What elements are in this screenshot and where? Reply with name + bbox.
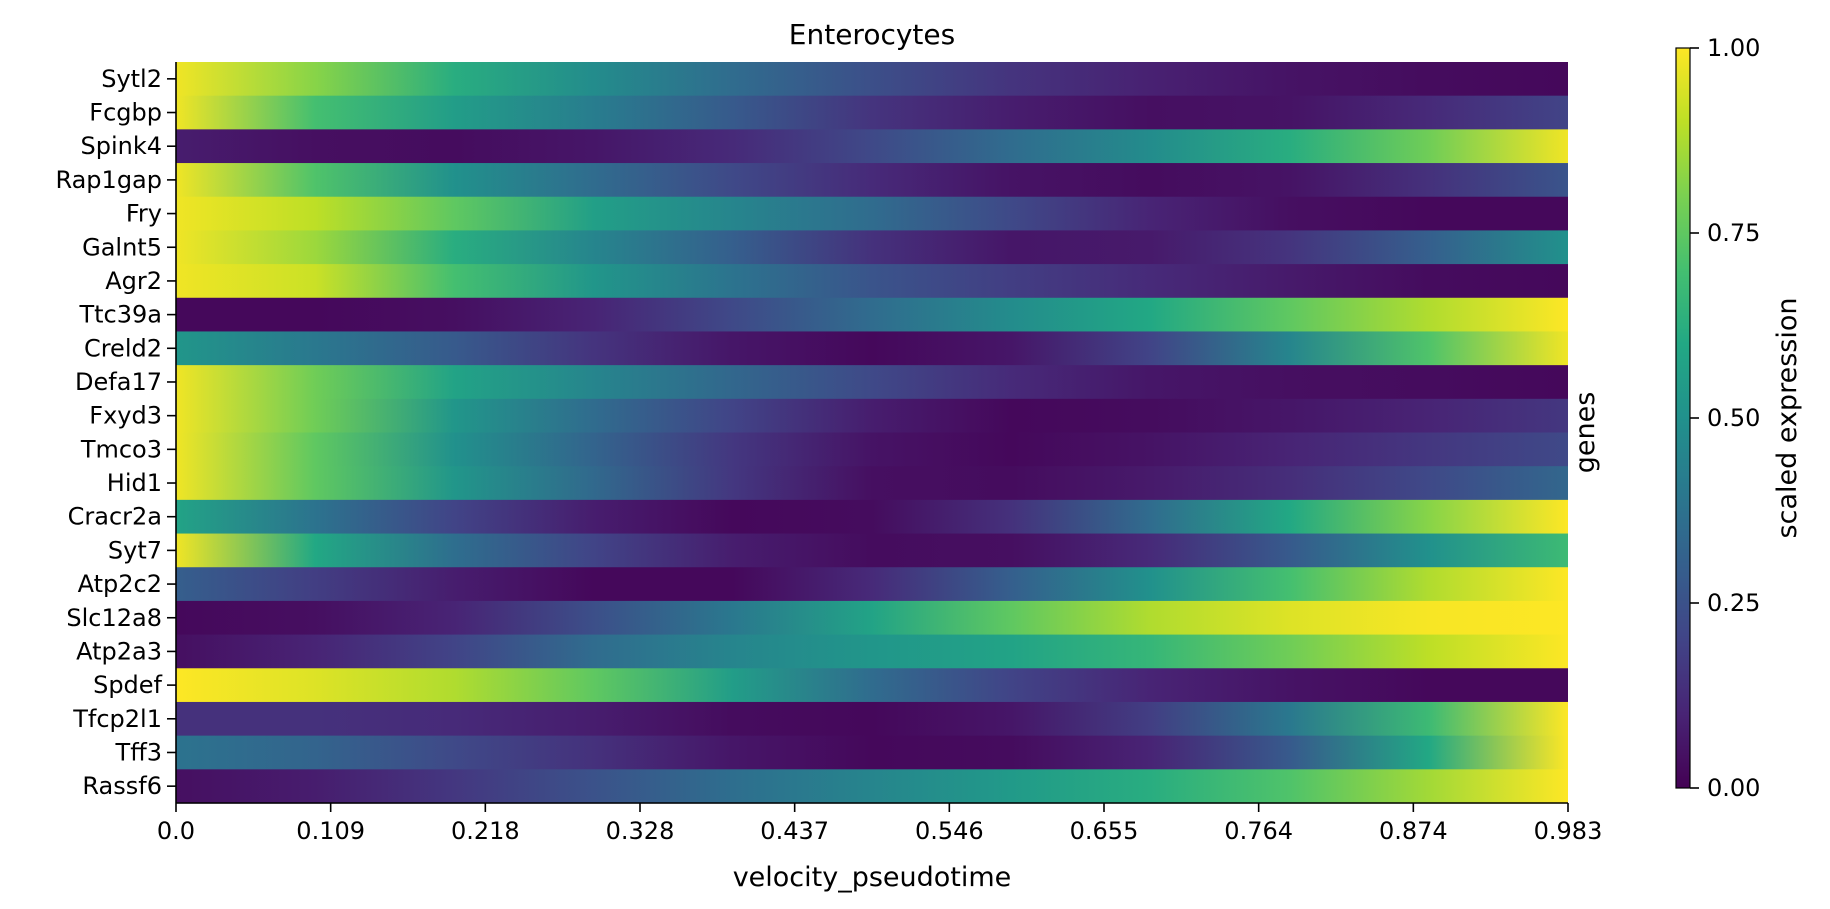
x-tick-label: 0.764 xyxy=(1224,817,1293,845)
gene-label: Tmco3 xyxy=(80,435,162,463)
colorbar-tick-label: 1.00 xyxy=(1707,34,1760,62)
gene-label: Spink4 xyxy=(80,132,162,160)
gene-label: Fcgbp xyxy=(89,99,162,127)
heatmap-row-defa17 xyxy=(176,365,1568,400)
heatmap-row-hid1 xyxy=(176,466,1568,501)
heatmap-row-cracr2a xyxy=(176,499,1568,535)
heatmap-row-syt7 xyxy=(176,533,1568,568)
colorbar-tick-label: 0.50 xyxy=(1707,404,1760,432)
x-tick-label: 0.655 xyxy=(1070,817,1139,845)
colorbar-tick-label: 0.00 xyxy=(1707,774,1760,802)
gene-label: Ttc39a xyxy=(78,301,162,329)
heatmap-rows xyxy=(176,62,1568,804)
heatmap-row-atp2a3 xyxy=(176,634,1568,669)
x-tick-label: 0.983 xyxy=(1534,817,1603,845)
gene-label: Rassf6 xyxy=(82,772,162,800)
x-tick-label: 0.0 xyxy=(157,817,195,845)
gene-label: Cracr2a xyxy=(68,503,162,531)
colorbar-gradient xyxy=(1675,47,1691,789)
gene-label: Agr2 xyxy=(105,267,162,295)
colorbar-tick-label: 0.75 xyxy=(1707,219,1760,247)
x-tick-label: 0.546 xyxy=(915,817,984,845)
heatmap-row-tmco3 xyxy=(176,432,1568,467)
gene-label: Galnt5 xyxy=(82,233,162,261)
heatmap-row-spdef xyxy=(176,668,1568,703)
heatmap-row-tfcp2l1 xyxy=(176,701,1568,737)
gene-label: Slc12a8 xyxy=(66,604,162,632)
heatmap-row-sytl2 xyxy=(176,62,1568,97)
genes-axis-title: genes xyxy=(1570,392,1601,474)
x-tick-label: 0.437 xyxy=(760,817,829,845)
x-tick-label: 0.874 xyxy=(1379,817,1448,845)
gene-label: Syt7 xyxy=(108,536,162,564)
heatmap-row-atp2c2 xyxy=(176,567,1568,602)
heatmap-row-rassf6 xyxy=(176,769,1568,804)
gene-label: Atp2c2 xyxy=(78,570,162,598)
gene-label: Fry xyxy=(126,200,162,228)
gene-label: Atp2a3 xyxy=(76,637,162,665)
gene-label: Rap1gap xyxy=(55,166,162,194)
x-axis: 0.0 0.109 0.218 0.328 0.437 0.546 0.655 0.764 0.… xyxy=(157,802,1603,845)
gene-labels: Sytl2 Fcgbp Spink4 Rap1gap Fry Galnt5 Agr2 Ttc3… xyxy=(55,62,177,803)
gene-label: Hid1 xyxy=(107,469,162,497)
gene-label: Sytl2 xyxy=(101,65,162,93)
x-tick-label: 0.328 xyxy=(606,817,675,845)
gene-label: Defa17 xyxy=(75,368,162,396)
heatmap-row-creld2 xyxy=(176,331,1568,366)
gene-label: Tff3 xyxy=(115,738,162,766)
heatmap-row-fxyd3 xyxy=(176,398,1568,434)
x-tick-label: 0.218 xyxy=(451,817,520,845)
heatmap-row-spink4 xyxy=(176,129,1568,164)
colorbar-title: scaled expression xyxy=(1772,298,1803,539)
x-axis-title: velocity_pseudotime xyxy=(733,862,1012,893)
gene-label: Tfcp2l1 xyxy=(72,705,162,733)
heatmap-row-fcgbp xyxy=(176,95,1568,130)
x-tick-label: 0.109 xyxy=(296,817,365,845)
gene-label: Spdef xyxy=(93,671,162,699)
heatmap-row-agr2 xyxy=(176,264,1568,299)
heatmap-row-tff3 xyxy=(176,735,1568,770)
heatmap-row-fry xyxy=(176,196,1568,232)
colorbar-tick-label: 0.25 xyxy=(1707,589,1760,617)
heatmap-row-rap1gap xyxy=(176,163,1568,198)
chart-title: Enterocytes xyxy=(789,18,955,51)
gene-label: Fxyd3 xyxy=(89,402,162,430)
heatmap-row-ttc39a xyxy=(176,297,1568,333)
gene-label: Creld2 xyxy=(84,334,162,362)
heatmap-row-slc12a8 xyxy=(176,600,1568,636)
colorbar: 0.00 0.25 0.50 0.75 1.00 xyxy=(1675,34,1760,802)
heatmap-row-galnt5 xyxy=(176,230,1568,265)
